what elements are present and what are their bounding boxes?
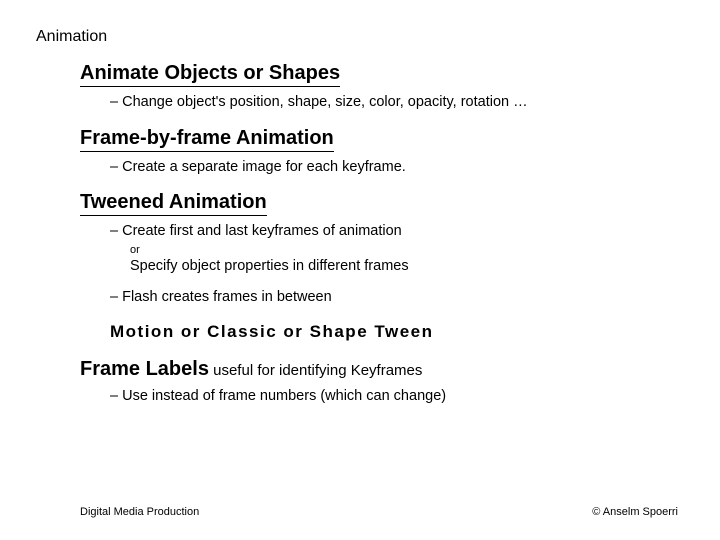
heading-frame-labels-row: Frame Labels useful for identifying Keyf… [80, 358, 680, 381]
bullet-use-instead: Use instead of frame numbers (which can … [110, 387, 680, 407]
text-specify-properties: Specify object properties in different f… [130, 257, 680, 277]
slide-content: Animate Objects or Shapes Change object'… [80, 62, 680, 406]
text-tween-types: Motion or Classic or Shape Tween [110, 322, 680, 342]
bullet-flash-creates: Flash creates frames in between [110, 288, 680, 308]
text-or: or [130, 244, 680, 256]
heading-frame-by-frame: Frame-by-frame Animation [80, 127, 334, 152]
footer-right: © Anselm Spoerri [592, 506, 678, 518]
bullet-separate-image: Create a separate image for each keyfram… [110, 158, 680, 178]
bullet-change-properties: Change object's position, shape, size, c… [110, 93, 680, 113]
heading-frame-labels: Frame Labels [80, 358, 209, 380]
text-frame-labels-desc: useful for identifying Keyframes [209, 362, 422, 379]
bullet-first-last-keyframes: Create first and last keyframes of anima… [110, 222, 680, 242]
footer-left: Digital Media Production [80, 506, 199, 518]
slide-topic: Animation [36, 28, 107, 46]
slide: Animation Animate Objects or Shapes Chan… [0, 0, 720, 540]
heading-tweened: Tweened Animation [80, 191, 267, 216]
heading-animate-objects: Animate Objects or Shapes [80, 62, 340, 87]
